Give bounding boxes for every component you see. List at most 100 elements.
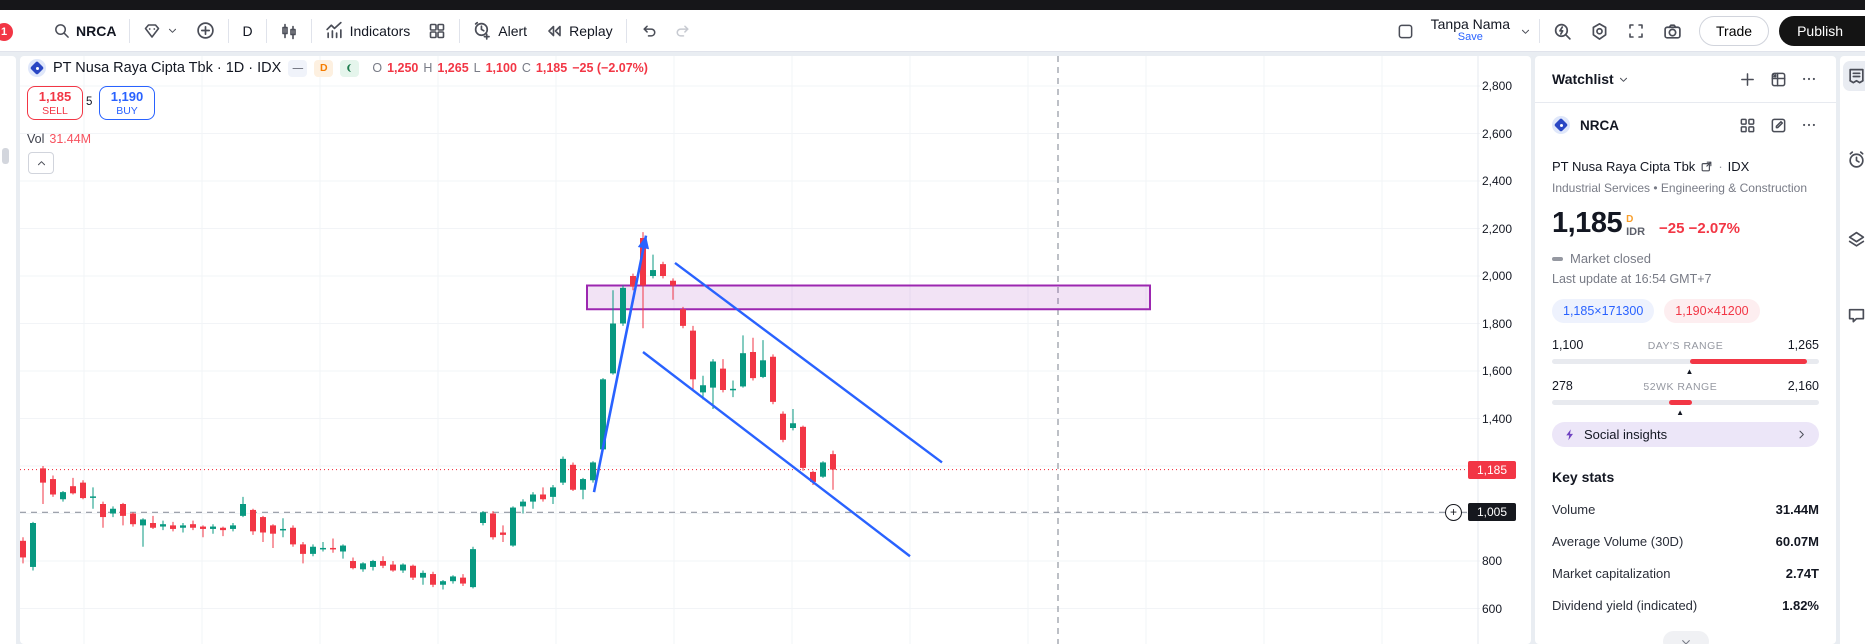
bid-pill[interactable]: 1,185×171300 <box>1552 299 1655 323</box>
screenshot-button[interactable] <box>1654 15 1691 47</box>
market-closed-icon <box>1552 256 1563 261</box>
symbol-search[interactable]: NRCA <box>44 15 125 47</box>
axis-label: 2,400 <box>1482 174 1513 188</box>
axis-label: 1,800 <box>1482 316 1513 331</box>
chevron-up-icon <box>36 158 47 169</box>
redo-icon <box>675 22 692 39</box>
spread-value: 5 <box>86 96 93 108</box>
interval-button[interactable]: D <box>233 15 261 47</box>
toolbar-divider <box>228 18 230 43</box>
chart-legend-title[interactable]: PT Nusa Raya Cipta Tbk · 1D · IDX <box>53 60 282 76</box>
sector-line[interactable]: Industrial Services • Engineering & Cons… <box>1552 181 1807 195</box>
grid-layout-icon <box>428 22 446 40</box>
publish-button[interactable]: Publish <box>1779 16 1865 46</box>
left-toolbar-collapsed[interactable] <box>0 56 16 644</box>
toolbar-divider <box>459 18 461 43</box>
volume-legend[interactable]: Vol 31.44M <box>27 132 92 146</box>
toolbar-divider <box>129 18 131 43</box>
alert-label: Alert <box>498 22 528 39</box>
gem-watchlist-flag[interactable] <box>134 15 187 47</box>
external-link-icon[interactable] <box>1700 160 1713 173</box>
axis-label: 2,000 <box>1482 269 1513 283</box>
settings-button[interactable] <box>1581 15 1618 47</box>
sell-button[interactable]: 1,185 SELL <box>27 86 83 120</box>
market-status: Market closed <box>1552 251 1819 266</box>
sidebar-chat-button[interactable] <box>1843 300 1865 330</box>
market-moon-icon <box>340 59 360 77</box>
day-low: 1,100 <box>1552 338 1584 352</box>
redo-button[interactable] <box>666 15 701 47</box>
social-insights-button[interactable]: Social insights <box>1552 422 1819 447</box>
chart-style-button[interactable] <box>271 15 307 47</box>
quick-search-button[interactable] <box>1544 15 1581 47</box>
layout-name-menu[interactable]: Tanpa Nama Save <box>1423 15 1535 47</box>
apps-grid-icon[interactable] <box>1732 117 1763 134</box>
sidebar-watchlist-button[interactable] <box>1843 61 1865 91</box>
save-link[interactable]: Save <box>1457 31 1483 43</box>
table-view-icon[interactable] <box>1763 71 1794 88</box>
stat-row: Volume 31.44M <box>1552 502 1819 517</box>
interval-flag[interactable]: D <box>314 59 334 77</box>
trade-button[interactable]: Trade <box>1699 16 1770 46</box>
replay-button[interactable]: Replay <box>536 15 622 47</box>
expand-stats-button[interactable] <box>1662 631 1709 644</box>
sidebar-layers-button[interactable] <box>1843 224 1865 254</box>
order-price-tag[interactable]: 1,005 <box>1468 503 1516 522</box>
key-stats-section: Key stats Volume 31.44M Average Volume (… <box>1535 469 1836 613</box>
last-update: Last update at 16:54 GMT+7 <box>1552 272 1712 286</box>
sidebar-alerts-button[interactable] <box>1843 144 1865 174</box>
ohlc-values: O 1,250 H 1,265 L 1,100 C 1,185 −25 (−2.07%) <box>372 61 648 75</box>
watchlist-row-nrca[interactable]: NRCA <box>1535 103 1836 147</box>
wk52-high: 2,160 <box>1787 379 1819 393</box>
chart-canvas[interactable] <box>20 56 1531 644</box>
exchange-name: IDX <box>1727 159 1750 174</box>
dot-separator: · <box>1718 159 1723 174</box>
lightning-icon <box>1566 428 1573 440</box>
order-plus-icon[interactable]: + <box>1445 503 1462 521</box>
fullscreen-button[interactable] <box>1618 15 1654 47</box>
price-change: −25 −2.07% <box>1659 220 1740 237</box>
toolbar-divider <box>265 18 267 43</box>
ask-pill[interactable]: 1,190×41200 <box>1664 299 1760 323</box>
hide-indicator-icon[interactable]: — <box>288 59 308 77</box>
edit-icon[interactable] <box>1763 117 1794 134</box>
legend-collapse-button[interactable] <box>28 152 54 174</box>
company-name[interactable]: PT Nusa Raya Cipta Tbk <box>1552 159 1696 174</box>
stat-row: Average Volume (30D) 60.07M <box>1552 534 1819 549</box>
gem-icon <box>143 22 161 40</box>
watchlist-title[interactable]: Watchlist <box>1552 71 1614 87</box>
axis-label: 2,200 <box>1482 221 1513 236</box>
window-top-bar <box>0 0 1865 10</box>
symbol-logo <box>1552 116 1570 134</box>
more-options-icon[interactable] <box>1794 117 1824 133</box>
gear-icon <box>1590 22 1609 41</box>
replay-label: Replay <box>569 22 613 39</box>
symbol-search-text: NRCA <box>76 22 117 39</box>
add-symbol-icon[interactable] <box>1732 71 1763 88</box>
wk52-range-label: 52WK RANGE <box>1643 381 1718 393</box>
save-layout-checkbox[interactable] <box>1388 15 1423 47</box>
chevron-down-icon[interactable] <box>1618 74 1629 85</box>
alert-button[interactable]: Alert <box>464 15 536 47</box>
undo-button[interactable] <box>631 15 666 47</box>
change-value: −25 (−2.07%) <box>572 61 648 75</box>
toolbar-divider <box>1539 19 1541 43</box>
52wk-range-block: 278 52WK RANGE 2,160 ▲ <box>1552 379 1819 417</box>
last-price-tag: 1,185 <box>1468 460 1516 479</box>
buy-button[interactable]: 1,190 BUY <box>99 86 155 120</box>
social-insights-label: Social insights <box>1584 427 1668 442</box>
symbol-info-section: PT Nusa Raya Cipta Tbk · IDX Industrial … <box>1535 147 1836 417</box>
key-stats-title: Key stats <box>1552 469 1615 485</box>
layers-icon <box>1847 230 1865 249</box>
drag-grip-icon[interactable] <box>2 148 9 164</box>
more-options-icon[interactable] <box>1794 71 1824 87</box>
days-range-marker: ▲ <box>1685 367 1694 376</box>
indicators-button[interactable]: Indicators <box>316 15 420 47</box>
chat-icon <box>1847 306 1865 325</box>
alarm-clock-icon <box>1847 150 1865 169</box>
compare-add-button[interactable] <box>187 15 224 47</box>
watchlist-header: Watchlist <box>1535 56 1836 103</box>
layout-templates-button[interactable] <box>419 15 455 47</box>
